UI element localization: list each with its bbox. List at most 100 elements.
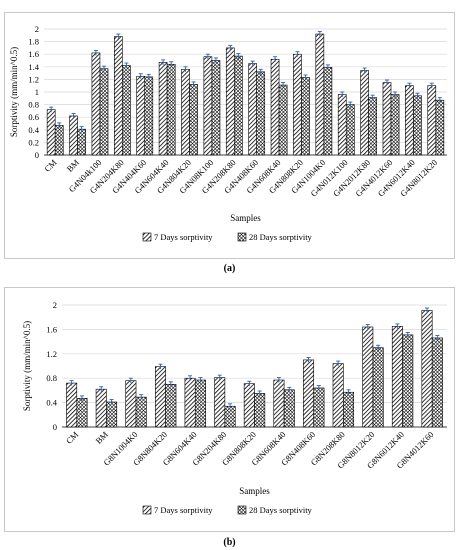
legend-swatch-28day	[237, 232, 247, 242]
x-axis-title: Samples	[239, 486, 270, 496]
bar-28day	[413, 95, 422, 156]
bar-7day	[46, 109, 56, 156]
bar-28day	[77, 128, 86, 156]
bar-7day	[382, 82, 392, 156]
chart-panel-a: 0 0.2 0.4 0.6 0.8 1 1.2 1.4 1.6 1.8 2 Sorptivity (m…	[0, 0, 459, 274]
bar-7day	[391, 326, 403, 428]
bar-28day	[345, 104, 355, 156]
legend-swatch-7day	[142, 505, 152, 515]
sorptivity-chart-b: 0 0.4 0.8 1.2 1.6 2 Sorptivity (mm/min^0.5) CM B…	[22, 300, 447, 515]
y-tick-label: 1.6	[46, 324, 57, 334]
bar-28day	[313, 387, 325, 428]
bar-7day	[405, 85, 414, 156]
bar-7day	[243, 383, 255, 428]
bar-7day	[154, 366, 166, 428]
bar-7day	[303, 359, 315, 428]
bar-28day	[278, 84, 288, 156]
y-axis-title: Sorptivity (mm/min^0.5)	[22, 321, 32, 411]
bar-28day	[431, 337, 443, 428]
y-tick-label: 2	[53, 300, 57, 310]
bar-7day	[337, 94, 347, 156]
bar-28day	[99, 68, 109, 156]
x-tick-label: BM	[93, 429, 110, 446]
bar-28day	[402, 334, 414, 428]
bar-7day	[203, 56, 213, 156]
y-tick-label: 0.4	[46, 398, 57, 408]
bar-28day	[224, 405, 236, 428]
legend-swatch-28day	[237, 505, 247, 515]
bar-7day	[66, 382, 78, 428]
bar-28day	[144, 76, 154, 156]
bar-7day	[136, 75, 146, 156]
bar-28day	[301, 77, 310, 156]
bar-28day	[323, 67, 333, 156]
y-tick-label: 0.6	[28, 112, 39, 122]
bar-28day	[256, 71, 266, 156]
y-tick-label: 1.4	[28, 62, 39, 72]
y-tick-label: 1.6	[28, 49, 39, 59]
bar-28day	[106, 401, 118, 428]
x-tick-label: CM	[42, 157, 59, 174]
bar-7day	[293, 53, 302, 156]
bar-7day	[248, 63, 257, 156]
bar-7day	[69, 115, 78, 156]
y-tick-label: 1.2	[28, 74, 39, 84]
bar-28day	[166, 63, 176, 156]
bar-28day	[211, 60, 221, 156]
y-tick-label: 1.2	[46, 349, 57, 359]
bar-28day	[194, 379, 206, 428]
bar-28day	[372, 347, 384, 428]
caption-a-label: (a)	[223, 263, 236, 274]
bar-7day	[225, 47, 235, 156]
bar-7day	[332, 363, 344, 428]
bar-28day	[283, 389, 295, 428]
bar-7day	[214, 377, 226, 428]
sorptivity-chart-a: 0 0.2 0.4 0.6 0.8 1 1.2 1.4 1.6 1.8 2 Sorptivity (m…	[9, 24, 447, 242]
y-tick-label: 0.2	[28, 137, 39, 147]
y-tick-label: 0	[35, 150, 39, 160]
bar-7day	[181, 69, 190, 156]
legend-swatch-7day	[142, 232, 152, 242]
caption-b-label: (b)	[223, 537, 236, 548]
y-tick-label: 0.8	[28, 100, 39, 110]
y-tick-label: 1.8	[28, 37, 39, 47]
caption-a: (a)	[0, 263, 459, 274]
bar-28day	[343, 391, 355, 428]
bar-28day	[54, 125, 64, 156]
x-tick-label: BM	[65, 157, 82, 174]
bar-7day	[91, 52, 101, 156]
bar-7day	[184, 377, 196, 428]
bar-28day	[368, 97, 377, 156]
bar-28day	[234, 55, 243, 156]
bar-7day	[315, 33, 325, 156]
bar-28day	[165, 384, 177, 428]
bar-7day	[273, 379, 285, 428]
bar-7day	[114, 36, 123, 156]
chart-panel-b: 0 0.4 0.8 1.2 1.6 2 Sorptivity (mm/min^0.5) CM B…	[0, 281, 459, 550]
bar-7day	[421, 310, 433, 428]
bar-28day	[76, 398, 88, 428]
chart-frame-b	[4, 287, 455, 532]
legend-label-28day: 28 Days sorptivity	[249, 232, 313, 242]
bar-7day	[427, 85, 437, 156]
chart-frame-a	[4, 12, 455, 259]
bar-7day	[125, 380, 137, 428]
bar-28day	[390, 94, 400, 156]
y-tick-label: 0	[53, 422, 57, 432]
bar-7day	[95, 388, 107, 428]
bar-7day	[158, 62, 168, 156]
bar-7day	[270, 58, 280, 156]
legend-label-7day: 7 Days sorptivity	[154, 505, 213, 515]
legend-label-28day: 28 Days sorptivity	[249, 505, 313, 515]
x-axis-title: Samples	[230, 213, 261, 223]
y-tick-label: 2	[35, 24, 39, 34]
y-tick-label: 0.4	[28, 125, 39, 135]
y-tick-label: 0.8	[46, 373, 57, 383]
bar-28day	[435, 99, 445, 156]
bar-28day	[122, 65, 131, 156]
bar-28day	[189, 84, 198, 156]
y-axis-title: Sorptivity (mm/min^0.5)	[9, 47, 19, 137]
bar-7day	[360, 70, 369, 156]
bar-7day	[362, 326, 374, 428]
y-tick-label: 1	[35, 87, 39, 97]
